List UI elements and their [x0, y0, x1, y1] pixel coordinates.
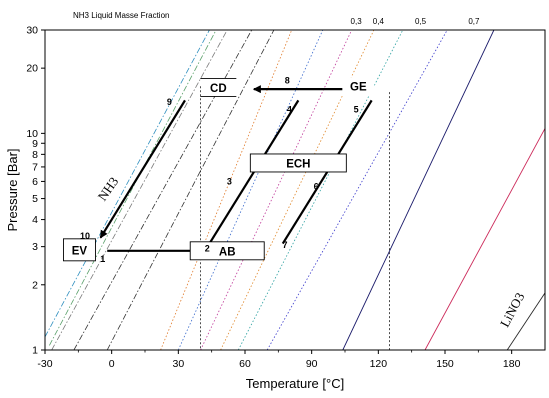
series-line-2	[49, 30, 217, 346]
component-label-ab: AB	[219, 246, 236, 258]
axis-labels: Temperature [°C] Pressure [Bar] NH3 Liqu…	[5, 11, 344, 391]
concentration-label-3: 0,4	[373, 17, 385, 26]
y-tick-label: 5	[32, 193, 38, 205]
y-tick-label: 4	[32, 214, 38, 226]
component-box-ech	[249, 153, 347, 173]
top-axis-label: NH3 Liquid Masse Fraction	[73, 11, 169, 20]
annotation-1: NH3	[95, 174, 122, 203]
y-tick-label: 20	[26, 63, 38, 75]
x-tick-label: 90	[306, 358, 318, 370]
state-point-6: 6	[314, 182, 319, 192]
x-tick-label: 60	[239, 358, 251, 370]
series-line-13	[424, 127, 545, 350]
component-box-ev	[62, 238, 96, 262]
series-line-10	[237, 30, 404, 350]
state-point-8: 8	[285, 75, 290, 85]
y-tick-label: 2	[32, 279, 38, 291]
y-tick-label: 9	[32, 138, 38, 150]
component-box-ge	[342, 77, 375, 96]
x-tick-label: -30	[37, 358, 52, 370]
y-tick-label: 6	[32, 176, 38, 188]
y-tick-label: 1	[32, 345, 38, 357]
x-tick-label: 30	[172, 358, 184, 370]
cycle-diagram: CD GE ECH AB EV 1 2 3 4 5 6 7 8 9 10 NH3 LiNO3	[62, 75, 528, 350]
component-box-ab	[189, 241, 265, 261]
component-label-ev: EV	[72, 245, 88, 257]
annotation-2: LiNO3	[497, 290, 528, 330]
component-label-ge: GE	[350, 82, 367, 94]
concentration-label-1: 0,7	[468, 17, 480, 26]
series-line-7	[177, 30, 324, 350]
state-point-10: 10	[80, 231, 90, 241]
state-point-5: 5	[354, 104, 359, 114]
series-line-4	[73, 30, 253, 350]
series-line-14	[506, 292, 545, 350]
series-line-8	[200, 30, 353, 350]
state-point-3: 3	[227, 177, 232, 187]
process-arrow-2	[99, 99, 186, 239]
component-label-ech: ECH	[286, 158, 310, 170]
series-line-6	[160, 30, 293, 350]
series-line-3	[51, 30, 228, 350]
axis-ticks: -30 0 30 60 90 120 150 1801234567891020300,70,5…	[26, 17, 520, 370]
x-tick-label: 150	[436, 358, 454, 370]
series-line-1	[45, 30, 210, 338]
component-box-cd	[202, 78, 235, 97]
state-point-2: 2	[205, 243, 210, 253]
concentration-lines	[45, 30, 545, 350]
y-tick-label: 7	[32, 161, 38, 173]
y-tick-label: 3	[32, 241, 38, 253]
y-tick-label: 30	[26, 25, 38, 37]
series-line-5	[106, 30, 275, 350]
plot-border	[44, 29, 546, 351]
component-label-cd: CD	[210, 83, 227, 95]
x-tick-label: 0	[109, 358, 115, 370]
x-tick-label: 120	[370, 358, 388, 370]
x-tick-label: 180	[503, 358, 521, 370]
y-tick-label: 10	[26, 128, 38, 140]
state-point-1: 1	[100, 254, 105, 264]
y-axis-title: Pressure [Bar]	[5, 148, 20, 231]
concentration-label-2: 0,5	[415, 17, 427, 26]
state-point-4: 4	[287, 104, 292, 114]
x-axis-title: Temperature [°C]	[246, 376, 344, 391]
state-point-9: 9	[167, 97, 172, 107]
plot-frame	[44, 29, 546, 351]
series-line-12	[342, 30, 495, 350]
concentration-label-4: 0,3	[351, 17, 363, 26]
series-line-11	[266, 30, 448, 350]
y-tick-label: 8	[32, 149, 38, 161]
state-point-7: 7	[282, 240, 287, 250]
